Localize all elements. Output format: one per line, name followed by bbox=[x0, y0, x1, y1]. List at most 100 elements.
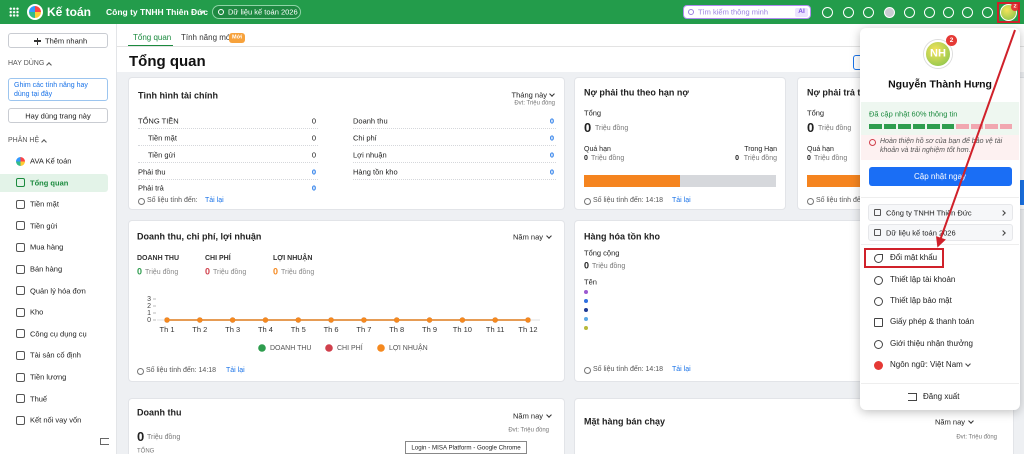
quick-add-button[interactable] bbox=[8, 33, 108, 48]
module-item[interactable]: AVA Kế toán bbox=[30, 156, 72, 166]
module-icon bbox=[16, 221, 25, 231]
module-item[interactable]: Tài sản cố định bbox=[30, 350, 81, 360]
collapse-sidebar-icon[interactable] bbox=[100, 438, 109, 445]
card-title: Doanh thu, chi phí, lợi nhuận bbox=[137, 231, 262, 242]
period-select[interactable]: Năm nay bbox=[512, 232, 543, 242]
tab-divider bbox=[117, 46, 1024, 47]
finance-label: Phải trả bbox=[138, 183, 164, 193]
updated-time: Số liệu tính đến: 14:18 bbox=[593, 365, 664, 373]
menu-item[interactable]: Thiết lập tài khoản bbox=[890, 275, 956, 285]
progress-segment bbox=[985, 124, 998, 129]
toolbar-icon[interactable] bbox=[962, 7, 973, 18]
menu-item-icon bbox=[874, 253, 883, 263]
finance-value: 0 bbox=[311, 116, 316, 126]
ai-badge: AI bbox=[798, 8, 805, 16]
toolbar-icon[interactable] bbox=[822, 7, 833, 18]
side-handle[interactable] bbox=[1017, 180, 1024, 205]
legend-dot bbox=[584, 308, 588, 312]
menu-item-icon bbox=[874, 275, 883, 285]
overdue-bar bbox=[807, 175, 867, 187]
module-item[interactable]: Mua hàng bbox=[30, 242, 64, 252]
clock-icon bbox=[138, 197, 145, 205]
module-item[interactable]: Kho bbox=[30, 307, 44, 317]
toolbar-icon[interactable] bbox=[863, 7, 874, 18]
reload-link[interactable]: Tải lại bbox=[672, 365, 691, 373]
finance-label: Lợi nhuận bbox=[353, 150, 387, 160]
unit: Triệu đồng bbox=[147, 433, 181, 441]
unit: Triệu đồng bbox=[743, 154, 777, 162]
context-label: Dữ liệu kế toán 2026 bbox=[886, 228, 956, 237]
card-title: Doanh thu bbox=[137, 407, 182, 418]
module-icon bbox=[16, 394, 25, 404]
favorite-page-button[interactable] bbox=[8, 108, 108, 123]
favorites-hint: Ghim các tính năng hay dùng tại đây bbox=[14, 81, 88, 98]
reload-link[interactable]: Tải lại bbox=[226, 366, 245, 374]
period-select[interactable]: Năm nay bbox=[934, 417, 965, 427]
module-icon bbox=[16, 350, 25, 360]
reload-link[interactable]: Tải lại bbox=[205, 196, 224, 204]
search-placeholder: Tìm kiếm thông minh bbox=[698, 7, 769, 17]
module-item[interactable]: Kết nối vay vốn bbox=[30, 415, 82, 425]
quick-add-label: Thêm nhanh bbox=[45, 36, 88, 46]
metric-label: CHI PHÍ bbox=[205, 254, 231, 262]
module-icon bbox=[16, 178, 25, 188]
module-item[interactable]: Tổng quan bbox=[30, 178, 69, 188]
card-title: Mặt hàng bán chạy bbox=[584, 416, 666, 427]
module-item[interactable]: Tiền lương bbox=[30, 372, 67, 382]
selected-module-bg bbox=[0, 173, 108, 192]
plus-icon bbox=[36, 37, 39, 45]
company-switcher[interactable]: Công ty TNHH Thiên Đức bbox=[106, 6, 209, 17]
module-item[interactable]: Tiền mặt bbox=[30, 199, 59, 209]
finance-label: Tiền gửi bbox=[148, 150, 176, 160]
menu-item[interactable]: Giấy phép & thanh toán bbox=[890, 317, 975, 327]
row-divider bbox=[353, 128, 556, 129]
context-icon bbox=[874, 209, 881, 216]
tab[interactable]: Tính năng mới bbox=[181, 33, 233, 43]
menu-item-icon bbox=[874, 339, 883, 349]
tab[interactable]: Tổng quan bbox=[133, 33, 172, 43]
search-box[interactable] bbox=[683, 5, 811, 19]
menu-grid-icon[interactable] bbox=[9, 7, 19, 17]
finance-value: 0 bbox=[549, 150, 554, 160]
total-value: 0 bbox=[807, 120, 815, 136]
finance-value: 0 bbox=[311, 150, 316, 160]
menu-item[interactable]: Thiết lập bảo mật bbox=[890, 296, 952, 306]
reload-link[interactable]: Tải lại bbox=[672, 196, 691, 204]
toolbar-icon[interactable] bbox=[843, 7, 854, 18]
toolbar-icon[interactable] bbox=[943, 7, 954, 18]
toolbar-icon[interactable] bbox=[982, 7, 993, 18]
toolbar-icon[interactable] bbox=[884, 7, 895, 18]
info-icon bbox=[869, 139, 876, 146]
module-item[interactable]: Thuế bbox=[30, 394, 48, 404]
menu-item-icon bbox=[874, 317, 883, 327]
language-select[interactable]: Ngôn ngữ: Việt Nam bbox=[890, 360, 963, 370]
progress-segment bbox=[912, 124, 925, 129]
progress-area bbox=[861, 102, 1019, 135]
module-item[interactable]: Tiền gửi bbox=[30, 221, 58, 231]
metric-value: 0 bbox=[205, 266, 211, 277]
progress-segment bbox=[898, 124, 911, 129]
ai-badge-bg bbox=[795, 7, 808, 17]
logout-item[interactable]: Đăng xuất bbox=[923, 392, 960, 402]
module-icon bbox=[16, 329, 25, 339]
module-item[interactable]: Bán hàng bbox=[30, 264, 63, 274]
module-item[interactable]: Quản lý hóa đơn bbox=[30, 286, 86, 296]
unit: Triệu đồng bbox=[595, 124, 629, 132]
period-select[interactable]: Tháng này bbox=[511, 90, 547, 100]
updated-time: Số liệu tính đến: bbox=[816, 196, 867, 204]
menu-item[interactable]: Đổi mật khẩu bbox=[890, 253, 938, 263]
period-select[interactable]: Năm nay bbox=[512, 411, 543, 421]
dataset-pill[interactable] bbox=[212, 5, 301, 19]
overdue-label: Quá hạn bbox=[807, 145, 834, 153]
logout-icon bbox=[908, 393, 917, 401]
card-title: Nợ phải thu theo hạn nợ bbox=[584, 87, 689, 98]
module-item[interactable]: Công cụ dụng cụ bbox=[30, 329, 87, 339]
clock-icon bbox=[584, 366, 591, 374]
menu-divider bbox=[861, 244, 1019, 245]
toolbar-icon[interactable] bbox=[904, 7, 915, 18]
metric-label: LỢI NHUẬN bbox=[273, 254, 313, 262]
total-label: Tổng bbox=[807, 108, 825, 118]
menu-item[interactable]: Giới thiệu nhận thưởng bbox=[890, 339, 974, 349]
menu-badge: 2 bbox=[949, 36, 954, 44]
toolbar-icon[interactable] bbox=[924, 7, 935, 18]
